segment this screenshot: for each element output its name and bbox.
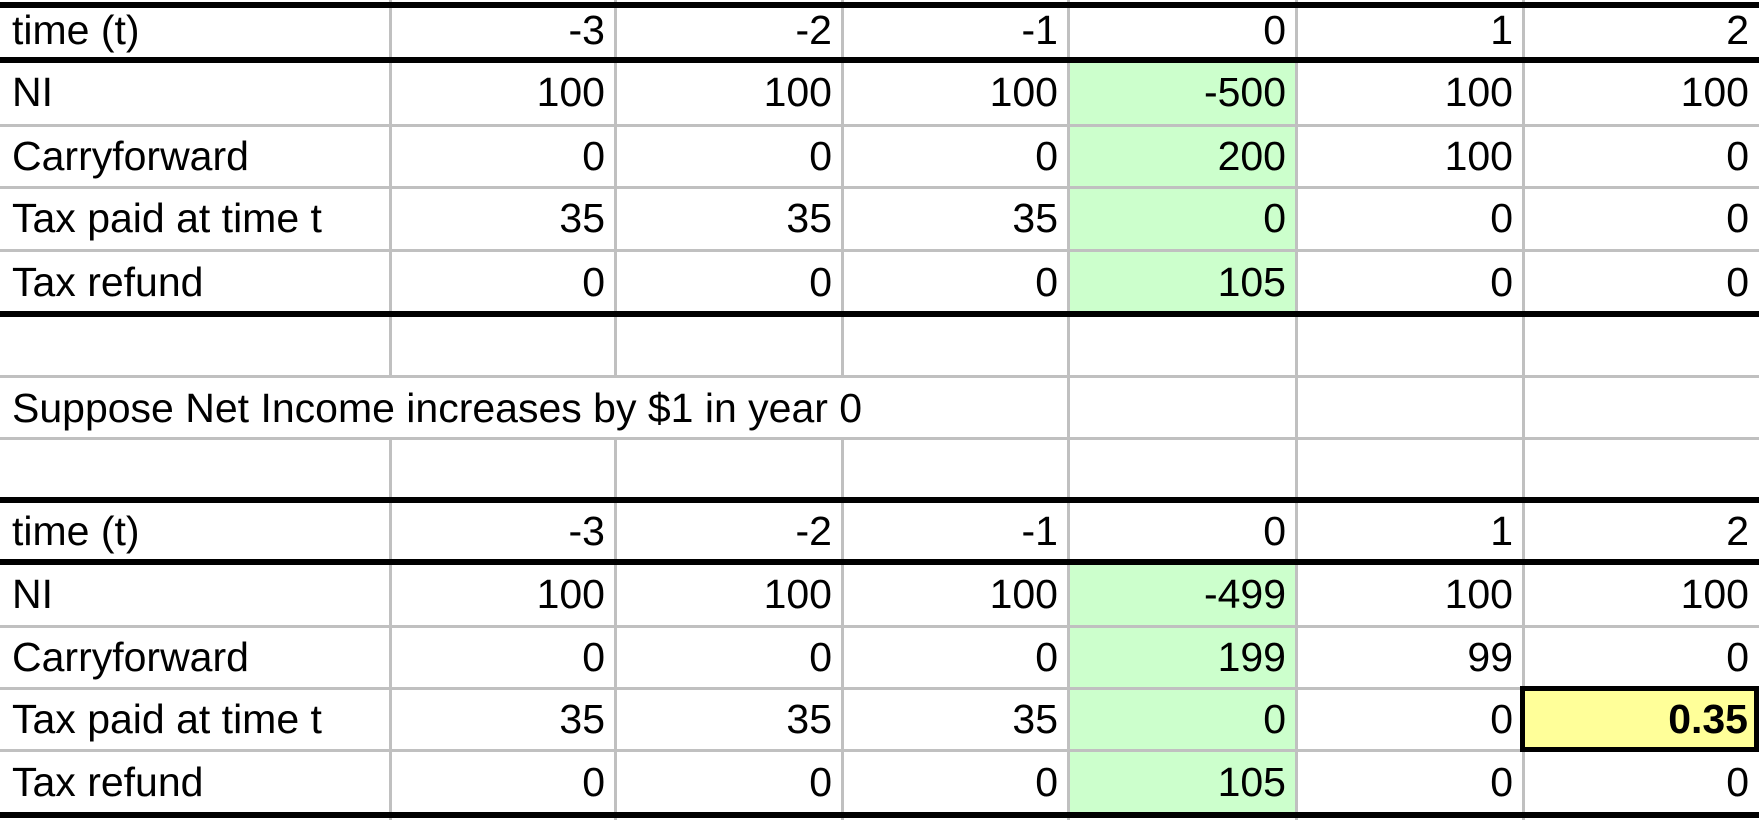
table1-cell[interactable]: 100 [615,60,842,125]
table1-cell[interactable]: 35 [842,187,1068,250]
table1-cell[interactable]: 0 [1523,250,1759,314]
table1-cell[interactable]: 0 [1523,187,1759,250]
table2-row-label[interactable]: Tax refund [0,750,390,814]
table1-cell[interactable]: 35 [390,187,615,250]
note-text[interactable]: Suppose Net Income increases by $1 in ye… [0,378,1066,438]
table2-cell[interactable]: 0 [615,626,842,688]
row-gridline [0,124,1759,127]
table2-header-col-5[interactable]: 1 [1296,500,1523,562]
table2-cell[interactable]: 100 [1523,562,1759,626]
table1-cell[interactable]: 0 [842,125,1068,187]
table2-cell[interactable]: 0 [842,750,1068,814]
row-gridline [0,375,1759,378]
table-border-line [0,57,1759,63]
table1-cell[interactable]: 100 [1296,125,1523,187]
table1-cell[interactable]: 105 [1068,250,1296,314]
table2-row-label[interactable]: NI [0,562,390,626]
table1-cell[interactable]: 200 [1068,125,1296,187]
table2-header-col-6[interactable]: 2 [1523,500,1759,562]
table-border-line [0,311,1759,317]
row-gridline [0,625,1759,628]
table2-cell[interactable]: 100 [842,562,1068,626]
table1-header-col-2[interactable]: -2 [615,0,842,60]
table1-row-label[interactable]: NI [0,60,390,125]
table2-cell[interactable]: 0 [615,750,842,814]
table2-cell[interactable]: 99 [1296,626,1523,688]
table2-header-col-1[interactable]: -3 [390,500,615,562]
table2-header-col-3[interactable]: -1 [842,500,1068,562]
table2-cell[interactable]: 100 [390,562,615,626]
table2-cell[interactable]: 0 [1296,750,1523,814]
table2-cell[interactable]: 35 [842,688,1068,750]
table1-cell[interactable]: 100 [1523,60,1759,125]
table2-cell[interactable]: 100 [615,562,842,626]
table2-cell[interactable]: 0 [390,750,615,814]
table2-cell[interactable]: 0 [1296,688,1523,750]
table1-header-col-4[interactable]: 0 [1068,0,1296,60]
table-border-line [0,559,1759,565]
table2-cell[interactable]: 35 [615,688,842,750]
table2-cell[interactable]: -499 [1068,562,1296,626]
table-border-line [0,497,1759,503]
table2-header-col-2[interactable]: -2 [615,500,842,562]
table1-cell[interactable]: 0 [1068,187,1296,250]
table1-cell[interactable]: 0 [615,125,842,187]
table1-header-col-6[interactable]: 2 [1523,0,1759,60]
table2-cell[interactable]: 35 [390,688,615,750]
table2-header-col-4[interactable]: 0 [1068,500,1296,562]
table1-header-label[interactable]: time (t) [0,0,390,60]
table2-cell[interactable]: 0 [842,626,1068,688]
table2-cell[interactable]: 105 [1068,750,1296,814]
table2-header-label[interactable]: time (t) [0,500,390,562]
row-gridline [0,749,1759,752]
table1-header-col-3[interactable]: -1 [842,0,1068,60]
table1-cell[interactable]: 0 [1523,125,1759,187]
table1-row-label[interactable]: Tax refund [0,250,390,314]
table1-cell[interactable]: 100 [842,60,1068,125]
row-gridline [0,687,1759,690]
highlighted-tax-cell[interactable]: 0.35 [1520,686,1759,752]
table-border-line [0,2,1759,8]
table1-cell[interactable]: 0 [1296,187,1523,250]
table1-cell[interactable]: 100 [390,60,615,125]
table2-row-label[interactable]: Carryforward [0,626,390,688]
table2-cell[interactable]: 199 [1068,626,1296,688]
table1-cell[interactable]: 0 [615,250,842,314]
table2-cell[interactable]: 100 [1296,562,1523,626]
row-gridline [0,437,1759,440]
table2-cell[interactable]: 0 [390,626,615,688]
table1-header-col-5[interactable]: 1 [1296,0,1523,60]
table1-cell[interactable]: 100 [1296,60,1523,125]
table1-cell[interactable]: 0 [390,250,615,314]
table2-row-label[interactable]: Tax paid at time t [0,688,390,750]
table1-row-label[interactable]: Tax paid at time t [0,187,390,250]
table1-row-label[interactable]: Carryforward [0,125,390,187]
table2-cell[interactable]: 0 [1068,688,1296,750]
row-gridline [0,186,1759,189]
table1-cell[interactable]: 0 [842,250,1068,314]
row-gridline [0,249,1759,252]
table2-cell[interactable]: 0 [1523,626,1759,688]
table1-cell[interactable]: 35 [615,187,842,250]
table2-cell[interactable]: 0 [1523,750,1759,814]
table-border-line [0,812,1759,818]
table1-cell[interactable]: 0 [1296,250,1523,314]
table1-cell[interactable]: -500 [1068,60,1296,125]
table1-cell[interactable]: 0 [390,125,615,187]
table1-header-col-1[interactable]: -3 [390,0,615,60]
